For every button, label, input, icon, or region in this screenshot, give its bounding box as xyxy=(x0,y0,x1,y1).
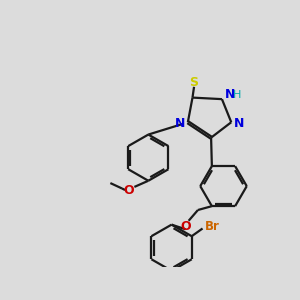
Text: N: N xyxy=(175,117,185,130)
Text: O: O xyxy=(124,184,134,196)
Text: N: N xyxy=(224,88,235,101)
Text: H: H xyxy=(232,89,241,100)
Text: S: S xyxy=(190,76,199,89)
Text: N: N xyxy=(234,117,244,130)
Text: O: O xyxy=(180,220,191,233)
Text: Br: Br xyxy=(204,220,219,233)
